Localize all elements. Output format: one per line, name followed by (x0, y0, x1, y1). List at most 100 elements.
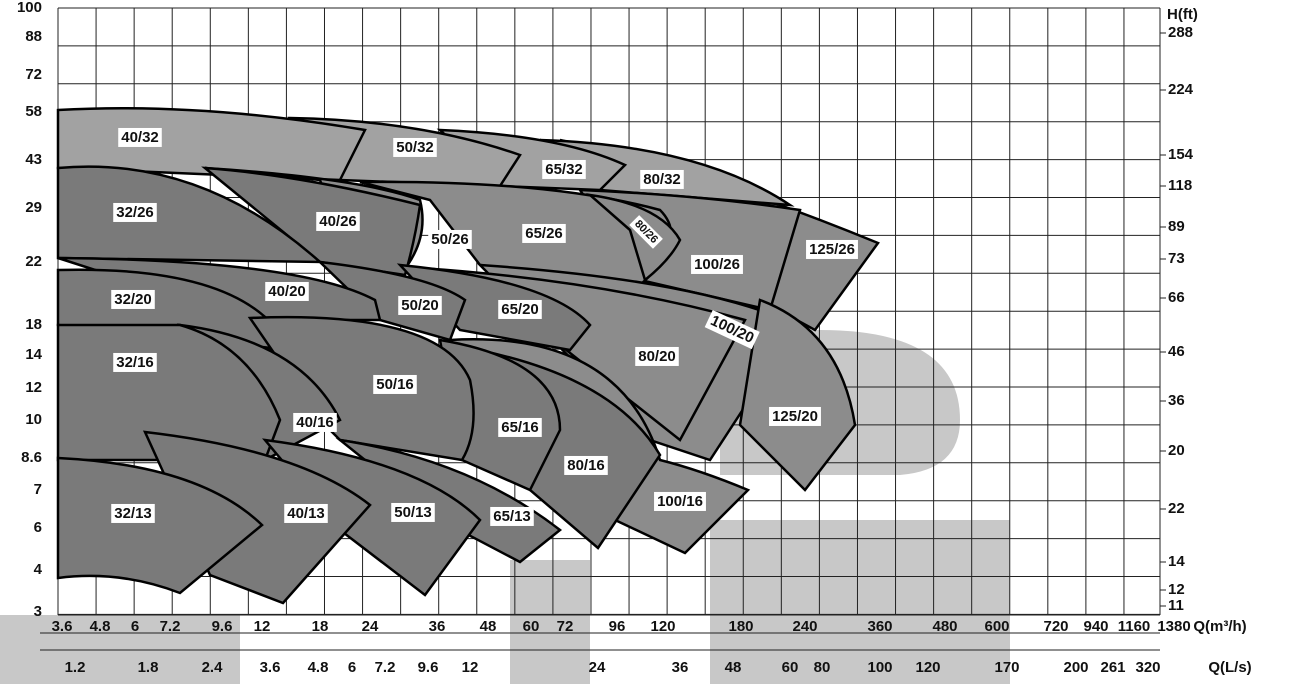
region-label: 40/32 (118, 127, 162, 147)
label-box (691, 254, 743, 274)
region-label-text: 50/16 (376, 376, 414, 393)
x-tick-label: 3.6 (52, 618, 73, 635)
region-label-text: 65/20 (501, 301, 539, 318)
x2-tick-label: 80 (814, 659, 831, 676)
x2-axis-title: Q(L/s) (1208, 659, 1251, 676)
right-axis-title: H(ft) (1167, 6, 1198, 23)
right-tick-label: 89 (1168, 218, 1185, 235)
region-label-text: 50/32 (396, 139, 434, 156)
region-label-text: 50/20 (401, 297, 439, 314)
region-label-text: 50/13 (394, 504, 432, 521)
region-label: 65/20 (498, 299, 542, 319)
region-label-text: 125/26 (809, 241, 855, 258)
labels: 100887258432922181412108.67643H(ft)28822… (17, 0, 1252, 676)
label-box (522, 223, 566, 243)
right-tick-label: 46 (1168, 343, 1185, 360)
label-box (498, 299, 542, 319)
right-tick-label: 66 (1168, 289, 1185, 306)
region-label: 65/26 (522, 223, 566, 243)
left-tick-label: 6 (34, 519, 42, 536)
pump-region (56, 456, 264, 595)
pump-region (738, 298, 857, 492)
region-label: 80/16 (564, 455, 608, 475)
right-tick-label: 118 (1168, 177, 1192, 194)
label-box (111, 503, 155, 523)
x-axis-title: Q(m³/h) (1193, 618, 1246, 635)
label-box (704, 309, 760, 350)
pump-region (142, 430, 372, 605)
region-label: 65/32 (542, 159, 586, 179)
right-tick-label: 22 (1168, 500, 1185, 517)
region-label-text: 40/16 (296, 414, 334, 431)
x-tick-label: 7.2 (160, 618, 181, 635)
left-tick-label: 100 (17, 0, 42, 16)
x-tick-label: 12 (254, 618, 271, 635)
x2-tick-label: 24 (589, 659, 606, 676)
region-label: 65/13 (490, 506, 534, 526)
pump-region (316, 260, 467, 342)
x-tick-label: 96 (609, 618, 626, 635)
region-label-text: 65/13 (493, 508, 531, 525)
x-tick-label: 36 (429, 618, 446, 635)
region-label: 50/32 (393, 137, 437, 157)
x-tick-label: 9.6 (212, 618, 233, 635)
left-tick-label: 72 (25, 66, 42, 83)
region-label-text: 32/13 (114, 505, 152, 522)
x-tick-label: 1160 (1118, 618, 1151, 635)
left-tick-label: 58 (25, 103, 42, 120)
pump-region (56, 165, 324, 264)
x2-tick-label: 4.8 (308, 659, 329, 676)
x-tick-label: 6 (131, 618, 139, 635)
x-tick-label: 18 (312, 618, 329, 635)
right-tick-label: 224 (1168, 81, 1194, 98)
region-label: 80/32 (640, 169, 684, 189)
region-label: 40/16 (293, 412, 337, 432)
region-label-text: 40/13 (287, 505, 325, 522)
x2-tick-label: 1.8 (138, 659, 159, 676)
region-label-text: 100/16 (657, 493, 703, 510)
x-tick-label: 180 (728, 618, 753, 635)
x-tick-label: 600 (984, 618, 1009, 635)
left-tick-label: 14 (25, 346, 42, 363)
label-box (118, 127, 162, 147)
label-box (769, 406, 821, 426)
right-tick-label: 288 (1168, 24, 1193, 41)
label-box (806, 239, 858, 259)
region-label: 65/16 (498, 417, 542, 437)
region-label-text: 80/32 (643, 171, 681, 188)
label-box (640, 169, 684, 189)
regions (56, 106, 880, 605)
x-tick-label: 24 (362, 618, 379, 635)
region-label: 50/20 (398, 295, 442, 315)
region-label: 50/16 (373, 374, 417, 394)
region-label: 80/20 (635, 346, 679, 366)
region-label: 100/16 (654, 491, 706, 511)
label-box (373, 374, 417, 394)
x-tick-label: 4.8 (90, 618, 111, 635)
region-label: 40/20 (265, 281, 309, 301)
right-tick-label: 14 (1168, 553, 1185, 570)
region-label: 32/26 (113, 202, 157, 222)
x-tick-label: 940 (1083, 618, 1108, 635)
pump-region (56, 106, 367, 182)
left-tick-label: 18 (25, 316, 42, 333)
region-label: 125/26 (806, 239, 858, 259)
right-tick-label: 12 (1168, 581, 1185, 598)
right-tick-label: 73 (1168, 250, 1185, 267)
region-label: 32/20 (111, 289, 155, 309)
label-box (293, 412, 337, 432)
x-tick-label: 48 (480, 618, 497, 635)
right-tick-label: 36 (1168, 392, 1185, 409)
label-box (564, 455, 608, 475)
region-label-text: 40/26 (319, 213, 357, 230)
region-label-text: 100/26 (694, 256, 740, 273)
label-box (391, 502, 435, 522)
label-box (490, 506, 534, 526)
right-tick-label: 154 (1168, 146, 1194, 163)
pump-region (396, 263, 592, 352)
x-tick-label: 1380 (1157, 618, 1190, 635)
region-label-text: 65/26 (525, 225, 563, 242)
left-tick-label: 8.6 (21, 449, 42, 466)
x2-tick-label: 6 (348, 659, 356, 676)
